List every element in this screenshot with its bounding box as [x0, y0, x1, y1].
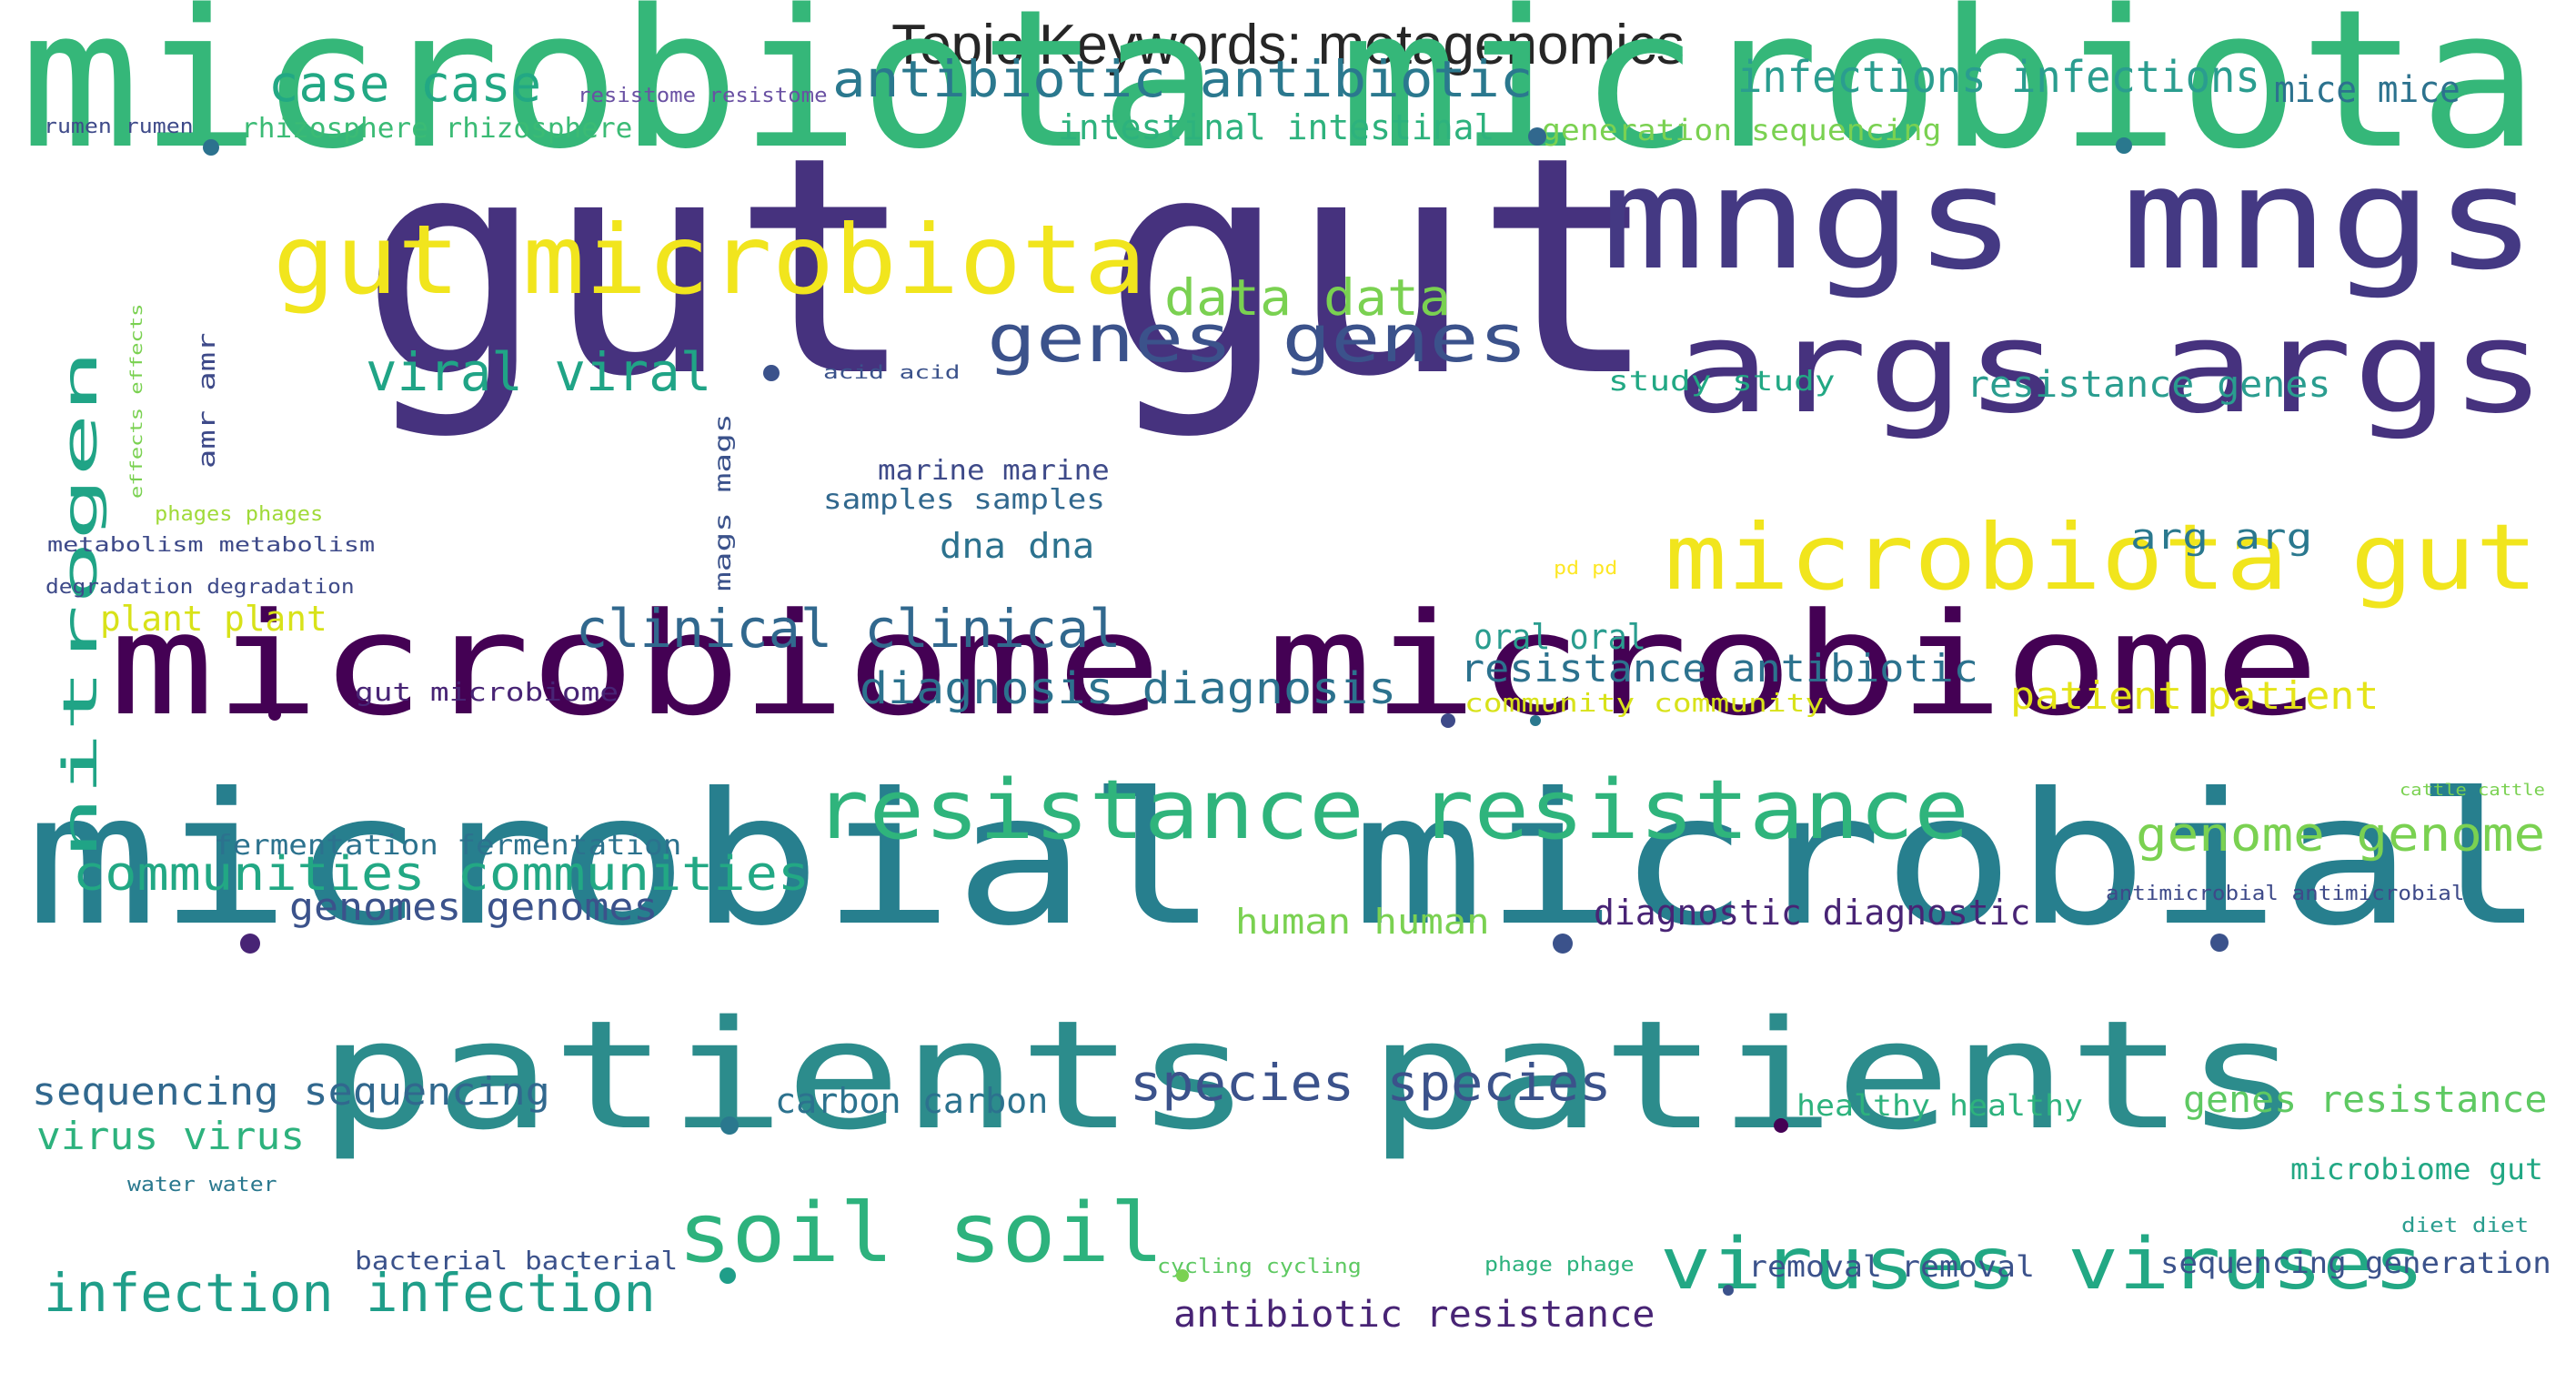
- word-effects-effects: effects effects: [127, 303, 146, 499]
- word-antimicrobial-antimicrobial: antimicrobial antimicrobial: [2106, 882, 2465, 905]
- word-antibiotic-antibiotic: antibiotic antibiotic: [832, 49, 1534, 108]
- dot-mark: [1176, 1269, 1189, 1282]
- word-resistome-resistome: resistome resistome: [578, 84, 828, 107]
- dot-mark: [1528, 127, 1546, 146]
- word-gut-gut: gut gut: [359, 93, 1660, 443]
- chart-title: Topic Keywords: metagenomics: [891, 14, 1685, 76]
- dot-mark: [240, 934, 260, 954]
- word-removal-removal: removal removal: [1748, 1248, 2035, 1284]
- word-mags-mags: mags mags: [709, 413, 736, 591]
- word-arg-arg: arg arg: [2130, 516, 2313, 557]
- word-dna-dna: dna dna: [940, 525, 1095, 566]
- word-microbial-microbial: microbial microbial: [25, 754, 2546, 966]
- word-communities-communities: communities communities: [73, 847, 810, 903]
- dot-mark: [763, 365, 780, 381]
- word-amr-amr: amr amr: [194, 332, 221, 469]
- word-water-water: water water: [127, 1173, 277, 1196]
- word-community-community: community community: [1464, 688, 1825, 719]
- word-genes-resistance: genes resistance: [2183, 1079, 2548, 1122]
- word-intestinal-intestinal: intestinal intestinal: [1058, 106, 1495, 147]
- word-antibiotic-resistance: antibiotic resistance: [1173, 1294, 1655, 1337]
- word-diagnostic-diagnostic: diagnostic diagnostic: [1594, 892, 2031, 933]
- word-study-study: study study: [1608, 366, 1836, 399]
- word-human-human: human human: [1235, 901, 1490, 942]
- word-healthy-healthy: healthy healthy: [1796, 1087, 2083, 1123]
- word-acid-acid: acid acid: [823, 360, 961, 383]
- word-microbiome-microbiome: microbiome microbiome: [109, 581, 2320, 747]
- word-species-species: species species: [1130, 1053, 1612, 1112]
- word-resistance-genes: resistance genes: [1967, 364, 2331, 407]
- dot-mark: [1723, 1285, 1734, 1296]
- word-resistance-resistance: resistance resistance: [814, 762, 1969, 859]
- word-sequencing-generation: sequencing generation: [2160, 1245, 2551, 1280]
- word-plant-plant: plant plant: [100, 598, 327, 639]
- word-viral-viral: viral viral: [366, 341, 712, 404]
- word-infections-infections: infections infections: [1737, 51, 2260, 103]
- dot-mark: [720, 1116, 739, 1135]
- word-sequencing-sequencing: sequencing sequencing: [32, 1068, 550, 1114]
- word-samples-samples: samples samples: [823, 484, 1105, 517]
- dot-mark: [1553, 934, 1573, 954]
- word-data-data: data data: [1164, 268, 1452, 327]
- word-cycling-cycling: cycling cycling: [1157, 1255, 1362, 1278]
- word-resistance-antibiotic: resistance antibiotic: [1460, 645, 1978, 691]
- word-phage-phage: phage phage: [1484, 1253, 1635, 1277]
- word-phages-phages: phages phages: [155, 502, 324, 526]
- dot-mark: [1774, 1118, 1788, 1133]
- word-bacterial-bacterial: bacterial bacterial: [355, 1246, 679, 1277]
- word-metabolism-metabolism: metabolism metabolism: [47, 533, 376, 557]
- word-pd-pd: pd pd: [1554, 556, 1618, 579]
- word-args-args: args args: [1674, 294, 2547, 443]
- word-virus-virus: virus virus: [36, 1113, 306, 1158]
- word-cattle-cattle: cattle cattle: [2400, 781, 2545, 801]
- word-genomes-genomes: genomes genomes: [289, 883, 659, 929]
- word-fermentation-fermentation: fermentation fermentation: [214, 830, 682, 863]
- word-microbiome-gut: microbiome gut: [2290, 1151, 2543, 1186]
- word-diagnosis-diagnosis: diagnosis diagnosis: [860, 662, 1397, 714]
- word-genes-genes: genes genes: [987, 299, 1528, 377]
- word-oral-oral: oral oral: [1474, 616, 1646, 657]
- word-clinical-clinical: clinical clinical: [576, 598, 1122, 661]
- word-mngs-mngs: mngs mngs: [1601, 136, 2538, 301]
- word-gut-microbiome: gut microbiome: [355, 677, 619, 708]
- dot-mark: [1441, 713, 1455, 728]
- word-marine-marine: marine marine: [878, 455, 1110, 488]
- word-gut-microbiota: gut microbiota: [273, 204, 1147, 316]
- dot-mark: [2210, 934, 2229, 952]
- word-rumen-rumen: rumen rumen: [44, 115, 194, 138]
- word-microbiota-gut: microbiota gut: [1665, 504, 2539, 611]
- word-nitrogen: nitrogen: [54, 348, 108, 860]
- word-patients-patients: patients patients: [318, 987, 2302, 1163]
- word-diet-diet: diet diet: [2401, 1214, 2530, 1237]
- word-soil-soil: soil soil: [678, 1186, 1164, 1282]
- word-degradation-degradation: degradation degradation: [45, 575, 355, 599]
- word-case-case: case case: [268, 54, 542, 113]
- word-infection-infection: infection infection: [44, 1262, 656, 1325]
- word-generation-sequencing: generation sequencing: [1542, 112, 1942, 147]
- word-patient-patient: patient patient: [2010, 672, 2380, 718]
- dot-mark: [203, 139, 219, 156]
- dot-mark: [2116, 137, 2132, 154]
- dot-mark: [1530, 715, 1541, 726]
- word-rhizosphere-rhizosphere: rhizosphere rhizosphere: [241, 113, 633, 146]
- word-mice-mice: mice mice: [2274, 69, 2460, 112]
- word-carbon-carbon: carbon carbon: [775, 1080, 1049, 1121]
- word-viruses-viruses: viruses viruses: [1660, 1224, 2425, 1307]
- word-genome-genome: genome genome: [2136, 808, 2546, 863]
- dot-mark: [719, 1267, 736, 1284]
- dot-mark: [268, 708, 281, 721]
